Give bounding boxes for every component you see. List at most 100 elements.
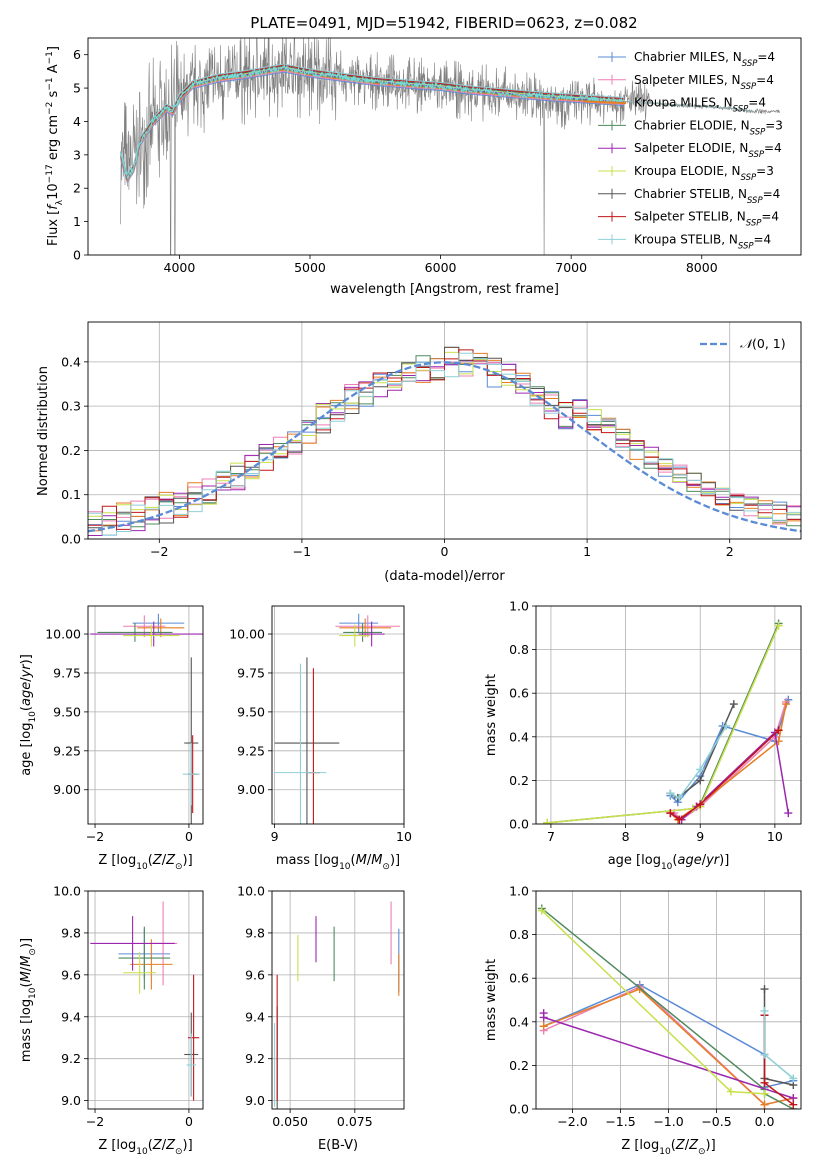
axes-residuals: −2 −1 0 1 2 0.0 0.1 0.2 0.3 0.4 𝒩(0, 1) (data-model…	[36, 321, 802, 584]
y-axis-label: mass [log10(M/M⊙)]	[19, 938, 38, 1062]
y-tick-label: 0.1	[61, 487, 81, 502]
axes-frame	[87, 321, 802, 540]
legend-label: Chabrier MILES, NSSP=4	[634, 50, 775, 69]
y-tick-label: 2	[73, 181, 81, 196]
y-axis-label: mass weight	[484, 674, 499, 756]
y-tick-label: 9.00	[237, 782, 265, 797]
y-tick-label: 0.4	[509, 1014, 529, 1029]
mass-weight-series-line	[669, 729, 780, 821]
plus-marker	[760, 1100, 769, 1109]
y-tick-label: 5	[73, 81, 81, 96]
y-tick-label: 0.0	[509, 817, 529, 832]
x-tick-label: 0.0	[755, 1114, 775, 1129]
y-axis-label: Normed distribution	[36, 366, 51, 496]
plot-area-mass_weight_vs_Z	[537, 904, 798, 1109]
histogram-step-line	[88, 349, 801, 530]
plus-marker	[760, 1006, 769, 1015]
legend-label: Kroupa ELODIE, NSSP=3	[634, 164, 774, 183]
axes-frame	[87, 37, 802, 256]
y-tick-label: 9.2	[245, 1051, 265, 1066]
x-axis-label: Z [log10(Z/Z⊙)]	[621, 1138, 715, 1157]
y-tick-label: 0.3	[61, 399, 81, 414]
plus-marker	[789, 1074, 798, 1083]
normal-distribution-curve	[88, 361, 801, 533]
plus-marker	[696, 800, 705, 809]
legend-label: Salpeter ELODIE, NSSP=4	[634, 141, 782, 160]
x-tick-label: 6000	[425, 260, 457, 275]
x-tick-label: 10	[396, 829, 412, 844]
y-tick-label: 0.2	[509, 1058, 529, 1073]
x-tick-label: 0	[441, 544, 449, 559]
y-tick-label: 0.2	[509, 773, 529, 788]
axes-frame	[271, 890, 405, 1110]
y-axis-label: age [log10(age/yr)]	[19, 654, 38, 776]
x-tick-label: 7000	[555, 260, 587, 275]
legend-label: Kroupa MILES, NSSP=4	[634, 96, 766, 115]
y-tick-label: 6	[73, 47, 81, 62]
y-tick-label: 1.0	[509, 599, 529, 614]
plus-marker	[696, 765, 705, 774]
x-tick-label: 0	[185, 829, 193, 844]
x-tick-label: 2	[726, 544, 734, 559]
plot-area-mass_vs_Z	[90, 901, 200, 1101]
axes-age_vs_mass: 9 10 9.00 9.25 9.50 9.75 10.00 mass [log10(M/M⊙…	[229, 605, 412, 872]
figure-title: PLATE=0491, MJD=51942, FIBERID=0623, z=0…	[250, 14, 637, 32]
x-tick-label: −2	[86, 1114, 104, 1129]
plus-marker	[539, 1022, 548, 1031]
legend-label: Chabrier ELODIE, NSSP=3	[634, 118, 783, 137]
x-tick-label: 5000	[294, 260, 326, 275]
plus-marker	[675, 793, 684, 802]
axes-spectrum: 4000 5000 6000 7000 8000 0 1 2 3 4 5 6 Chabrier MILE…	[45, 37, 802, 297]
x-axis-label: E(B-V)	[318, 1138, 358, 1153]
y-tick-label: 1	[73, 214, 81, 229]
axes-mass_weight_vs_age: 7 8 9 10 0.0 0.2 0.4 0.6 0.8 1.0 age [log10(age/yr…	[484, 599, 802, 872]
y-tick-label: 10.00	[229, 627, 265, 642]
plus-marker	[539, 1013, 548, 1022]
plot-area-residuals	[88, 346, 801, 536]
x-axis-label: wavelength [Angstrom, rest frame]	[330, 282, 559, 297]
plus-marker	[722, 721, 731, 730]
x-tick-label: −0.5	[701, 1114, 731, 1129]
x-tick-label: −1	[293, 544, 311, 559]
y-tick-label: 9.75	[237, 665, 265, 680]
plus-marker	[726, 1087, 735, 1096]
y-axis-label: mass weight	[484, 959, 499, 1041]
y-tick-label: 0.4	[509, 729, 529, 744]
plus-marker	[543, 818, 552, 824]
x-tick-label: 8000	[686, 260, 718, 275]
plus-marker	[666, 789, 675, 798]
legend-label: Salpeter MILES, NSSP=4	[634, 73, 774, 92]
x-tick-label: −2	[86, 829, 104, 844]
spectrum-legend: Chabrier MILES, NSSP=4 Salpeter MILES, NS…	[598, 50, 783, 251]
y-tick-label: 4	[73, 114, 81, 129]
x-tick-label: 0.075	[337, 1114, 373, 1129]
x-tick-label: 4000	[164, 260, 196, 275]
axes-frame	[535, 605, 802, 825]
x-axis-label: Z [log10(Z/Z⊙)]	[98, 853, 192, 872]
x-axis-label: Z [log10(Z/Z⊙)]	[98, 1138, 192, 1157]
x-tick-label: −2	[150, 544, 168, 559]
plot-area-age_vs_Z	[90, 613, 203, 824]
y-tick-label: 10.0	[237, 884, 265, 899]
plus-marker	[696, 776, 705, 785]
y-tick-label: 9.0	[245, 1093, 265, 1108]
y-tick-label: 9.6	[61, 967, 81, 982]
y-tick-label: 9.8	[61, 925, 81, 940]
x-tick-label: −2.0	[557, 1114, 587, 1129]
model-spectrum-highlight-line	[120, 64, 624, 180]
axes-frame	[87, 890, 204, 1110]
y-tick-label: 10.0	[53, 884, 81, 899]
plus-marker	[784, 809, 793, 818]
y-tick-label: 9.75	[53, 665, 81, 680]
plus-marker	[537, 906, 546, 915]
plot-area-spectrum	[120, 38, 781, 255]
x-tick-label: 10	[767, 829, 783, 844]
y-tick-label: 0.8	[509, 927, 529, 942]
legend-label: 𝒩(0, 1)	[740, 336, 786, 351]
x-axis-label: (data-model)/error	[384, 569, 505, 584]
plus-marker	[729, 700, 738, 709]
plus-marker	[760, 1050, 769, 1059]
y-tick-label: 0.0	[61, 532, 81, 547]
x-tick-label: 1	[583, 544, 591, 559]
